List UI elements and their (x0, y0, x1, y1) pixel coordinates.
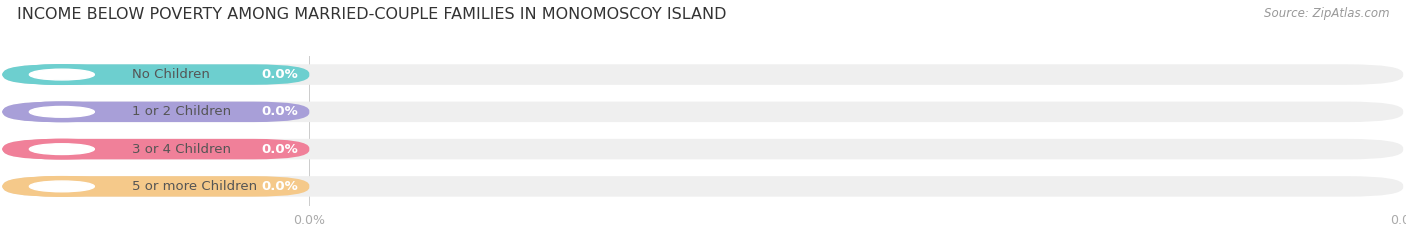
Text: Source: ZipAtlas.com: Source: ZipAtlas.com (1264, 7, 1389, 20)
Text: 0.0%: 0.0% (262, 105, 298, 118)
FancyBboxPatch shape (3, 102, 1403, 122)
Text: 1 or 2 Children: 1 or 2 Children (132, 105, 232, 118)
Text: 5 or more Children: 5 or more Children (132, 180, 257, 193)
Circle shape (30, 144, 94, 154)
Text: 0.0%: 0.0% (262, 180, 298, 193)
Text: 0.0%: 0.0% (294, 214, 325, 227)
Text: 3 or 4 Children: 3 or 4 Children (132, 143, 231, 156)
FancyBboxPatch shape (3, 139, 1403, 159)
FancyBboxPatch shape (3, 102, 309, 122)
Circle shape (3, 102, 121, 122)
Text: No Children: No Children (132, 68, 209, 81)
Circle shape (30, 106, 94, 117)
Text: 0.0%: 0.0% (262, 68, 298, 81)
FancyBboxPatch shape (3, 176, 1403, 197)
Text: INCOME BELOW POVERTY AMONG MARRIED-COUPLE FAMILIES IN MONOMOSCOY ISLAND: INCOME BELOW POVERTY AMONG MARRIED-COUPL… (17, 7, 727, 22)
Circle shape (3, 65, 121, 84)
Circle shape (3, 177, 121, 196)
Circle shape (30, 181, 94, 192)
Text: 0.0%: 0.0% (1391, 214, 1406, 227)
FancyBboxPatch shape (3, 139, 309, 159)
Text: 0.0%: 0.0% (262, 143, 298, 156)
FancyBboxPatch shape (3, 64, 1403, 85)
FancyBboxPatch shape (3, 64, 309, 85)
FancyBboxPatch shape (3, 176, 309, 197)
Circle shape (3, 139, 121, 159)
Circle shape (30, 69, 94, 80)
